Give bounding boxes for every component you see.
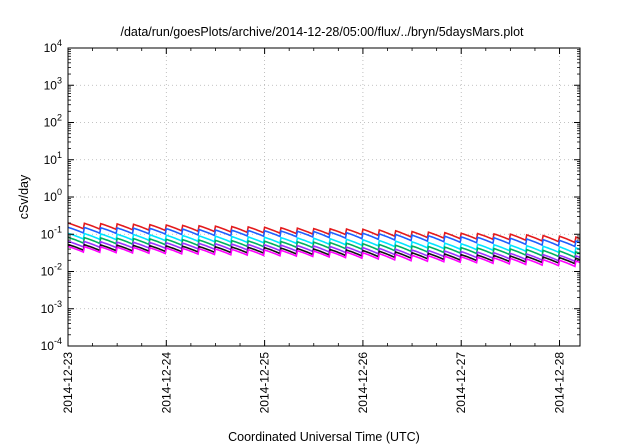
y-axis-label: cSv/day — [17, 174, 31, 219]
series-line-2 — [67, 226, 581, 248]
y-tick-label: 100 — [44, 187, 62, 204]
series-group — [67, 222, 581, 268]
x-tick-label: 2014-12-23 — [61, 352, 75, 414]
series-line-1 — [67, 222, 581, 244]
y-tick-label: 104 — [44, 38, 62, 55]
y-tick-label: 10-4 — [41, 336, 62, 353]
x-tick-label: 2014-12-27 — [454, 352, 468, 414]
grid — [67, 47, 580, 347]
series-line-6 — [67, 243, 581, 265]
y-tick-label: 101 — [44, 150, 62, 167]
y-tick-label: 10-3 — [41, 299, 62, 316]
y-tick-label: 103 — [44, 75, 62, 92]
x-tick-label: 2014-12-28 — [553, 352, 567, 414]
series-line-5 — [67, 240, 581, 263]
x-tick-label: 2014-12-25 — [258, 352, 272, 414]
series-line-7 — [67, 245, 581, 268]
y-tick-label: 10-1 — [41, 224, 62, 241]
y-tick-label: 102 — [44, 113, 62, 130]
x-axis: 2014-12-23 2014-12-24 2014-12-25 2014-12-26… — [61, 48, 567, 413]
chart-title: /data/run/goesPlots/archive/2014-12-28/0… — [120, 25, 524, 39]
x-tick-label: 2014-12-24 — [159, 352, 173, 414]
x-tick-label: 2014-12-26 — [356, 352, 370, 414]
series-line-4 — [67, 236, 581, 259]
x-axis-label: Coordinated Universal Time (UTC) — [228, 430, 420, 444]
series-line-3 — [67, 232, 581, 255]
y-tick-label: 10-2 — [41, 262, 62, 279]
y-axis: 10-4 10-3 10-2 10-1 100 101 102 103 104 — [41, 38, 580, 353]
